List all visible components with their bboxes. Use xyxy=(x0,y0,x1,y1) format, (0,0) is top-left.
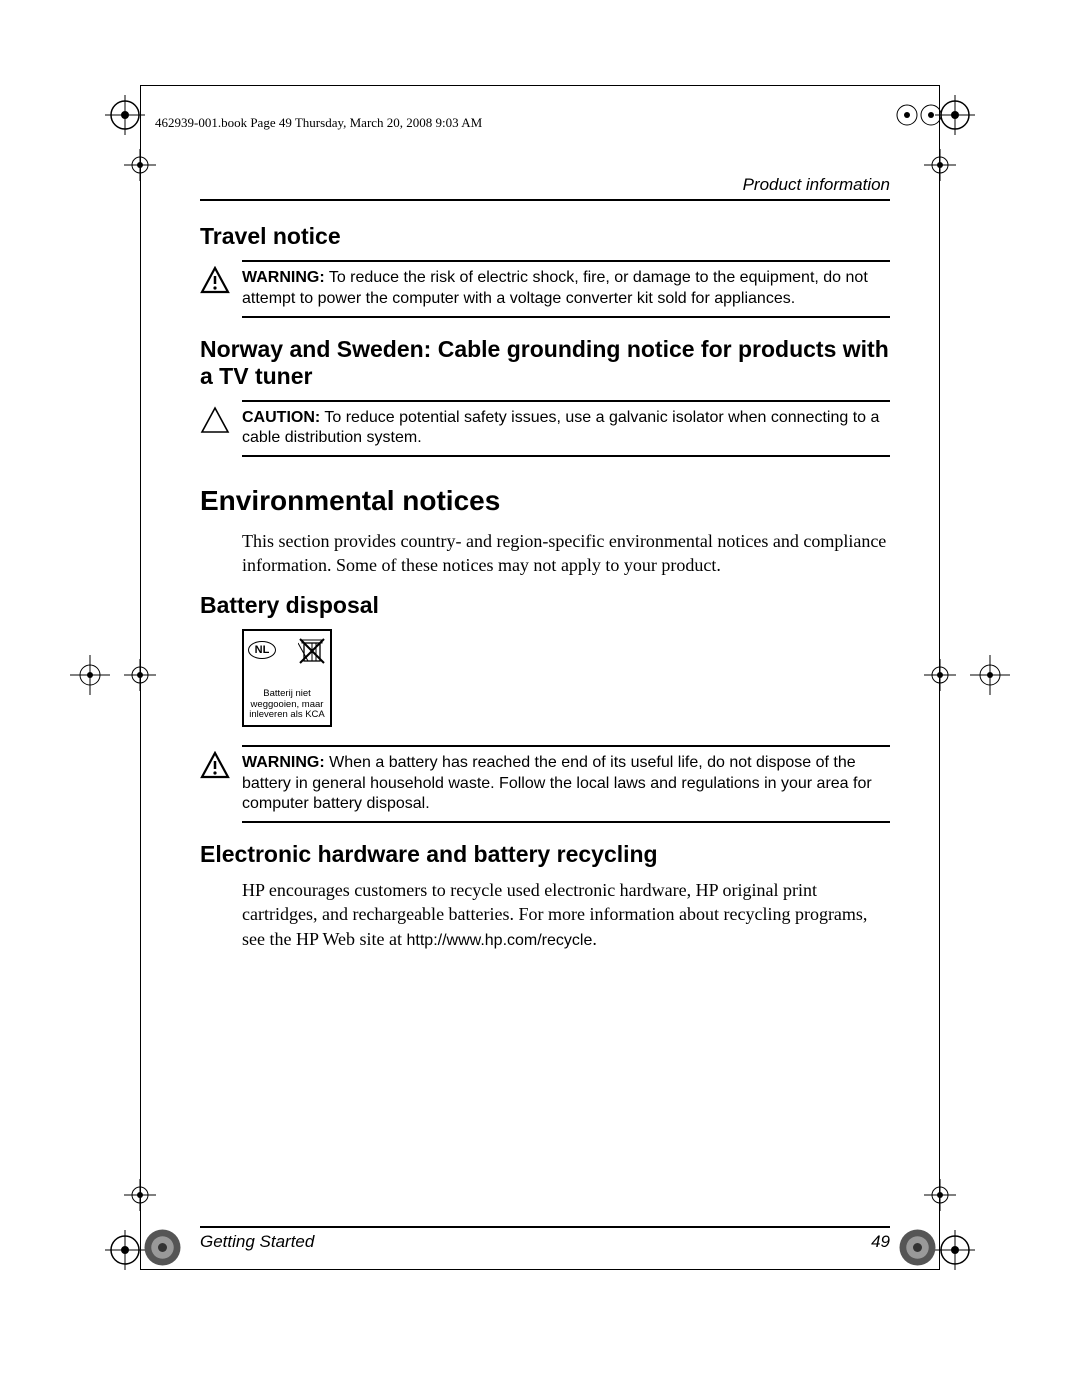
crop-mark-bot-left xyxy=(105,1230,145,1270)
warning-battery-box: WARNING: When a battery has reached the … xyxy=(242,745,890,823)
crossed-bin-icon xyxy=(298,635,326,665)
warning-body: To reduce the risk of electric shock, fi… xyxy=(242,269,868,307)
caution-norway-box: CAUTION: To reduce potential safety issu… xyxy=(242,400,890,458)
warning-icon xyxy=(200,266,230,294)
caution-norway-text: CAUTION: To reduce potential safety issu… xyxy=(242,408,890,450)
print-header: 462939-001.book Page 49 Thursday, March … xyxy=(155,115,482,131)
crop-mark-mid-left xyxy=(70,655,110,695)
heading-norway-sweden: Norway and Sweden: Cable grounding notic… xyxy=(200,336,890,390)
heading-battery-disposal: Battery disposal xyxy=(200,592,890,619)
footer-left: Getting Started xyxy=(200,1232,314,1252)
crop-mark-top-left xyxy=(105,95,145,135)
recycling-url[interactable]: http://www.hp.com/recycle xyxy=(407,932,593,949)
warning-battery-text: WARNING: When a battery has reached the … xyxy=(242,753,890,815)
warning-body: When a battery has reached the end of it… xyxy=(242,754,872,813)
caution-body: To reduce potential safety issues, use a… xyxy=(242,409,879,447)
env-intro-text: This section provides country- and regio… xyxy=(242,529,890,578)
warning-label: WARNING: xyxy=(242,269,325,286)
page-number: 49 xyxy=(871,1232,890,1252)
warning-label: WARNING: xyxy=(242,754,325,771)
crop-mark-bot-right xyxy=(935,1230,975,1270)
recycling-text: HP encourages customers to recycle used … xyxy=(242,878,890,951)
heading-environmental: Environmental notices xyxy=(200,485,890,517)
caution-label: CAUTION: xyxy=(242,409,320,426)
warning-icon xyxy=(200,751,230,779)
heading-recycling: Electronic hardware and battery recyclin… xyxy=(200,841,890,868)
heading-travel-notice: Travel notice xyxy=(200,223,890,250)
nl-badge: NL xyxy=(248,641,276,659)
caution-icon xyxy=(200,406,230,434)
crop-mark-mid-right xyxy=(970,655,1010,695)
section-label: Product information xyxy=(200,175,890,195)
page-footer: Getting Started 49 xyxy=(200,1226,890,1252)
battery-disposal-symbol: NL Batterij niet weggooien, maar inlever… xyxy=(242,629,332,727)
battery-symbol-text: Batterij niet weggooien, maar inleveren … xyxy=(248,689,326,720)
warning-travel-box: WARNING: To reduce the risk of electric … xyxy=(242,260,890,318)
divider xyxy=(200,199,890,201)
page-content: Product information Travel notice WARNIN… xyxy=(200,175,890,965)
recycling-post: . xyxy=(592,929,597,949)
warning-travel-text: WARNING: To reduce the risk of electric … xyxy=(242,268,890,310)
